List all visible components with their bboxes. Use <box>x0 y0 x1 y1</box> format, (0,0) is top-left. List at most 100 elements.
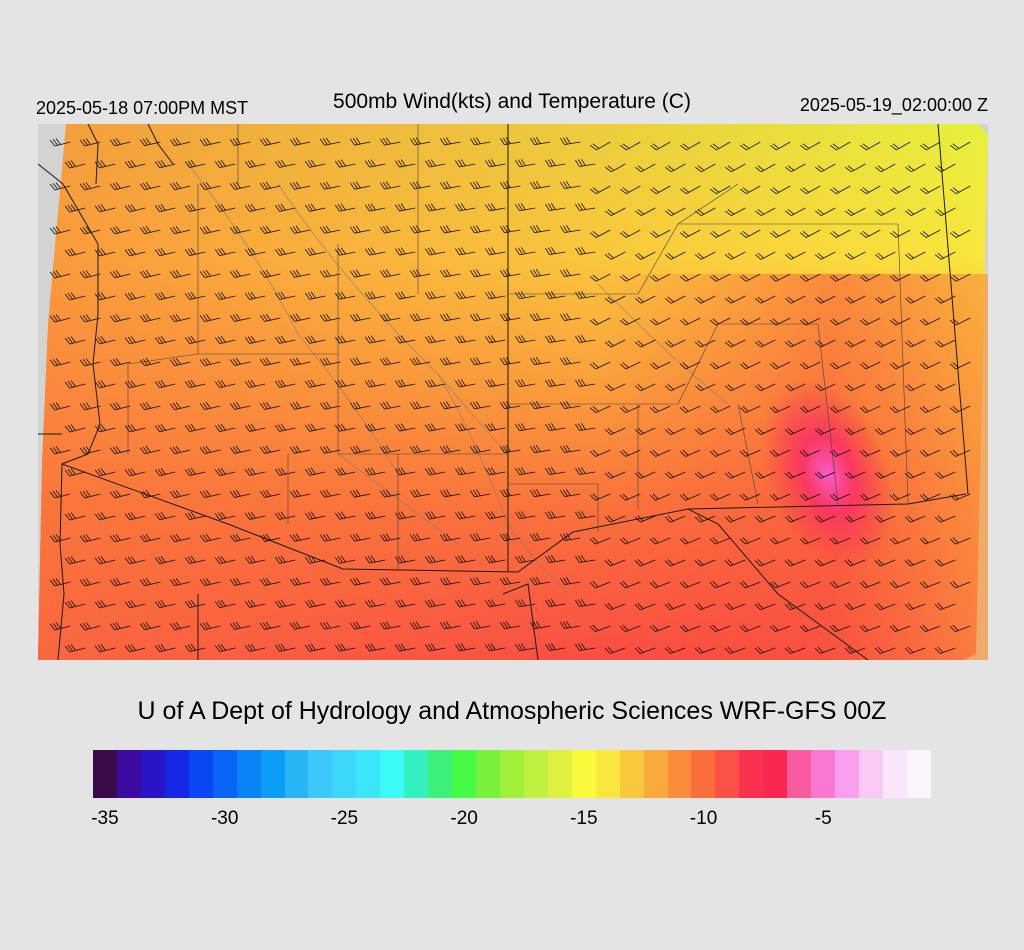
wind-barb <box>590 141 611 151</box>
wind-barb <box>709 405 731 414</box>
wind-barb <box>560 444 581 453</box>
wind-barb <box>49 578 71 587</box>
wind-barb <box>64 160 86 169</box>
wind-barb <box>679 537 701 545</box>
wind-barb <box>530 445 551 454</box>
wind-barb <box>784 339 806 348</box>
wind-barb <box>229 313 251 322</box>
wind-barb <box>169 269 191 279</box>
wind-barb <box>259 621 281 630</box>
wind-barb <box>94 644 116 653</box>
wind-barb <box>229 489 251 498</box>
wind-barb <box>49 490 71 499</box>
wind-barb <box>64 512 86 521</box>
colorbar-swatch <box>882 750 907 798</box>
wind-barb <box>515 423 536 432</box>
wind-barb <box>545 555 566 564</box>
wind-barb <box>364 159 386 168</box>
wind-barb <box>814 471 836 479</box>
wind-barb <box>334 643 356 652</box>
wind-barb <box>139 182 161 191</box>
wind-barb <box>319 401 341 410</box>
wind-barb <box>214 555 236 564</box>
wind-barb <box>665 163 686 173</box>
wind-barb <box>575 334 596 343</box>
wind-barb <box>94 380 116 389</box>
wind-barb <box>664 471 686 479</box>
wind-barb <box>589 449 611 457</box>
wind-barb <box>709 361 731 370</box>
wind-barb <box>694 251 716 260</box>
wind-barb <box>889 273 911 282</box>
wind-barb <box>289 577 311 586</box>
wind-barb <box>334 335 356 344</box>
wind-barb <box>919 493 941 501</box>
wind-barb <box>364 643 386 652</box>
wind-barb <box>394 203 416 212</box>
wind-barb <box>304 335 326 344</box>
wind-barb <box>94 556 116 565</box>
wind-barb <box>860 141 881 151</box>
wind-barb <box>770 185 791 195</box>
wind-barb <box>49 534 71 543</box>
wind-barb <box>589 581 611 589</box>
wind-barb <box>890 185 911 195</box>
wind-barb <box>739 273 761 282</box>
colorbar-swatch <box>140 750 165 798</box>
wind-barb <box>799 361 821 370</box>
wind-barb <box>49 314 71 323</box>
colorbar-tick-label: -25 <box>330 808 359 829</box>
wind-barb <box>139 226 161 235</box>
wind-barb <box>334 511 356 520</box>
colorbar-swatch <box>523 750 548 798</box>
wind-barb <box>724 471 746 479</box>
wind-barb <box>214 203 236 212</box>
wind-barb <box>634 207 656 216</box>
wind-barb <box>289 357 311 366</box>
wind-barb <box>289 489 311 498</box>
colorbar-swatch <box>787 750 812 798</box>
wind-barb <box>124 512 146 521</box>
wind-barb <box>469 577 491 586</box>
wind-barb <box>799 449 821 457</box>
wind-barb <box>725 163 746 173</box>
wind-barb <box>739 361 761 370</box>
wind-barb <box>694 646 716 654</box>
wind-barb <box>139 622 161 631</box>
wind-barb <box>424 335 446 344</box>
wind-barb <box>649 537 671 545</box>
wind-barb <box>169 313 191 323</box>
wind-barb <box>545 291 566 300</box>
wind-barb <box>304 599 326 608</box>
wind-barb <box>349 269 371 278</box>
wind-barb <box>875 163 896 173</box>
wind-barb <box>694 515 716 523</box>
wind-barb <box>184 247 206 257</box>
wind-barb <box>349 225 371 234</box>
wind-barb <box>439 401 461 410</box>
wind-barb <box>649 449 671 457</box>
wind-barb <box>575 246 596 255</box>
wind-barb <box>124 380 146 389</box>
wind-barb <box>889 361 911 370</box>
colorbar-swatch <box>212 750 237 798</box>
colorbar-swatch <box>332 750 357 798</box>
wind-barb <box>154 424 176 433</box>
wind-barb <box>754 383 776 392</box>
wind-barb <box>394 335 416 344</box>
wind-barb <box>604 339 626 348</box>
wind-barb <box>379 489 401 498</box>
wind-barb <box>874 646 896 654</box>
wind-barb <box>934 295 956 304</box>
wind-barb <box>575 202 596 211</box>
wind-barb <box>949 493 971 501</box>
wind-barb <box>844 515 866 523</box>
wind-barb <box>109 490 131 499</box>
wind-barb <box>739 229 761 238</box>
wind-barb <box>530 357 551 366</box>
wind-barb <box>229 137 251 146</box>
wind-barb <box>409 445 431 454</box>
wind-barb <box>799 405 821 414</box>
wind-barb <box>379 357 401 366</box>
wind-barb <box>799 537 821 545</box>
